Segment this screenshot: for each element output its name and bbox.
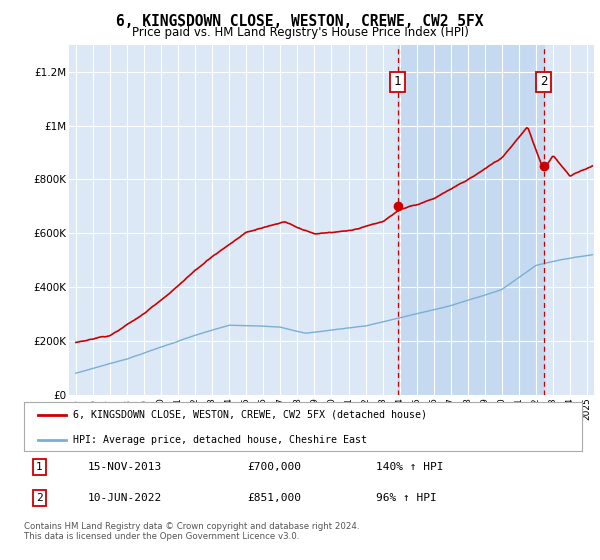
Text: 1: 1 (35, 462, 43, 472)
Text: 15-NOV-2013: 15-NOV-2013 (88, 462, 163, 472)
Text: Price paid vs. HM Land Registry's House Price Index (HPI): Price paid vs. HM Land Registry's House … (131, 26, 469, 39)
Text: 6, KINGSDOWN CLOSE, WESTON, CREWE, CW2 5FX (detached house): 6, KINGSDOWN CLOSE, WESTON, CREWE, CW2 5… (73, 410, 427, 420)
Bar (398, 45, 544, 395)
Text: 6, KINGSDOWN CLOSE, WESTON, CREWE, CW2 5FX: 6, KINGSDOWN CLOSE, WESTON, CREWE, CW2 5… (116, 14, 484, 29)
Text: 140% ↑ HPI: 140% ↑ HPI (376, 462, 443, 472)
Text: HPI: Average price, detached house, Cheshire East: HPI: Average price, detached house, Ches… (73, 435, 367, 445)
Text: £700,000: £700,000 (247, 462, 301, 472)
Text: 2: 2 (540, 75, 547, 88)
Text: Contains HM Land Registry data © Crown copyright and database right 2024.
This d: Contains HM Land Registry data © Crown c… (24, 522, 359, 542)
Text: 1: 1 (394, 75, 401, 88)
Text: £851,000: £851,000 (247, 493, 301, 503)
Text: 96% ↑ HPI: 96% ↑ HPI (376, 493, 436, 503)
Text: 10-JUN-2022: 10-JUN-2022 (88, 493, 163, 503)
Text: 2: 2 (35, 493, 43, 503)
